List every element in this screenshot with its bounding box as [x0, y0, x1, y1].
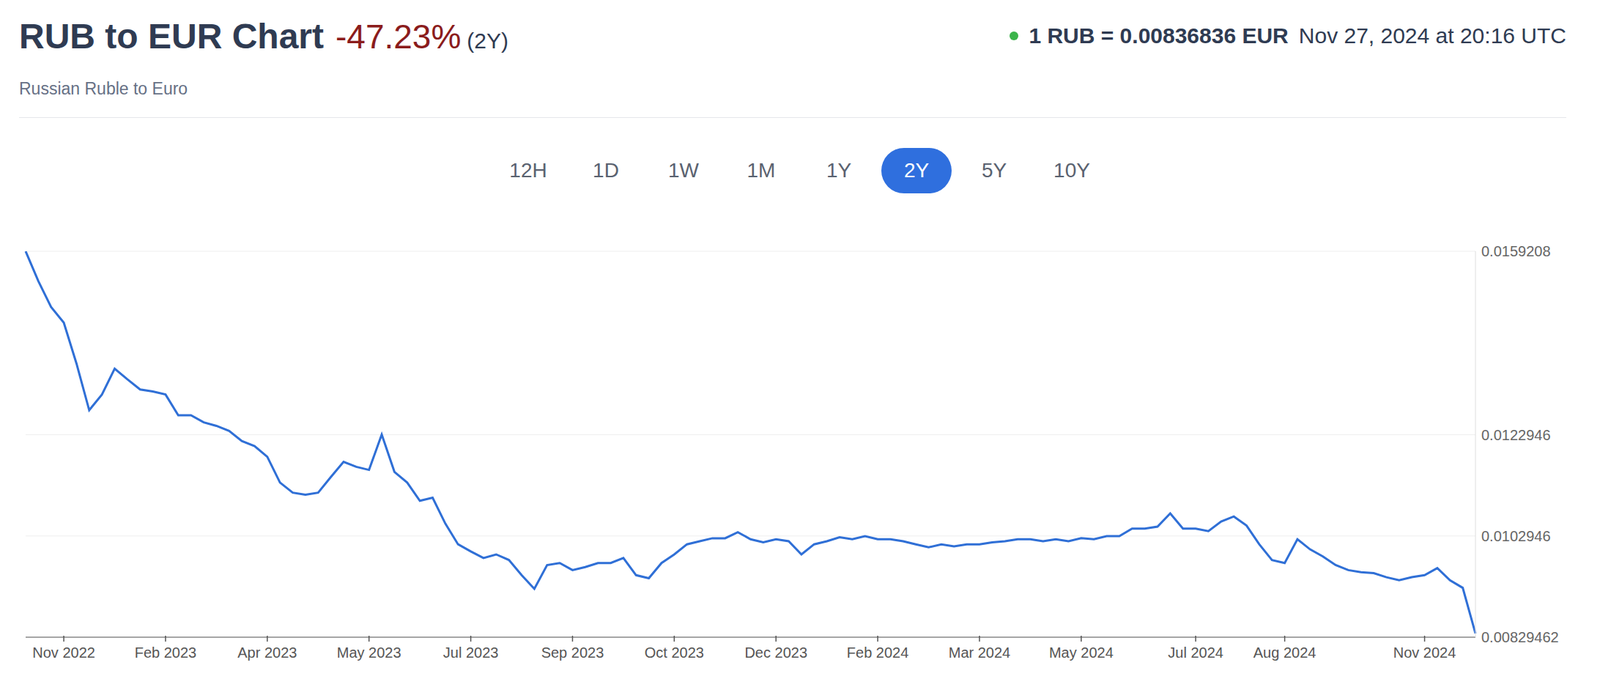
html-text:5Y: 5Y	[981, 158, 1007, 182]
svg-text:Oct 2023: Oct 2023	[644, 644, 705, 661]
svg-text:0.0102946: 0.0102946	[1481, 528, 1551, 545]
svg-text:Feb 2023: Feb 2023	[134, 644, 198, 661]
svg-text:Nov 2024: Nov 2024	[1393, 644, 1457, 661]
html-text:1M: 1M	[746, 158, 776, 182]
svg-text:May 2024: May 2024	[1049, 644, 1114, 661]
svg-text:Aug 2024: Aug 2024	[1253, 644, 1317, 661]
html-text:12H: 12H	[509, 158, 548, 182]
svg-text:Dec 2023: Dec 2023	[744, 644, 808, 661]
svg-text:Jul 2024: Jul 2024	[1167, 644, 1224, 661]
html-text:Russian Ruble to Euro: Russian Ruble to Euro	[19, 79, 188, 99]
svg-text:Jul 2023: Jul 2023	[443, 644, 499, 661]
html-text:Nov 27, 2024 at 20:16 UTC: Nov 27, 2024 at 20:16 UTC	[1298, 23, 1567, 48]
svg-text:May 2023: May 2023	[336, 644, 402, 661]
svg-text:Apr 2023: Apr 2023	[237, 644, 297, 661]
svg-text:Nov 2022: Nov 2022	[32, 644, 96, 661]
svg-text:0.0159208: 0.0159208	[1481, 243, 1551, 260]
svg-text:Mar 2024: Mar 2024	[948, 644, 1011, 661]
html-text:1D: 1D	[592, 158, 619, 182]
svg-text:Feb 2024: Feb 2024	[846, 644, 910, 661]
html-text:1Y: 1Y	[826, 158, 852, 182]
html-text:1W: 1W	[668, 158, 699, 182]
html-text:10Y: 10Y	[1053, 158, 1091, 182]
html-text:2Y: 2Y	[903, 158, 930, 182]
svg-text:0.0122946: 0.0122946	[1481, 427, 1551, 444]
svg-text:0.00829462: 0.00829462	[1481, 629, 1559, 646]
html-text:1 RUB = 0.00836836 EUR: 1 RUB = 0.00836836 EUR	[1028, 23, 1289, 48]
html-text:RUB to EUR Chart -47.23%(2Y): RUB to EUR Chart -47.23%(2Y)	[19, 16, 509, 56]
svg-text:Sep 2023: Sep 2023	[541, 644, 605, 661]
